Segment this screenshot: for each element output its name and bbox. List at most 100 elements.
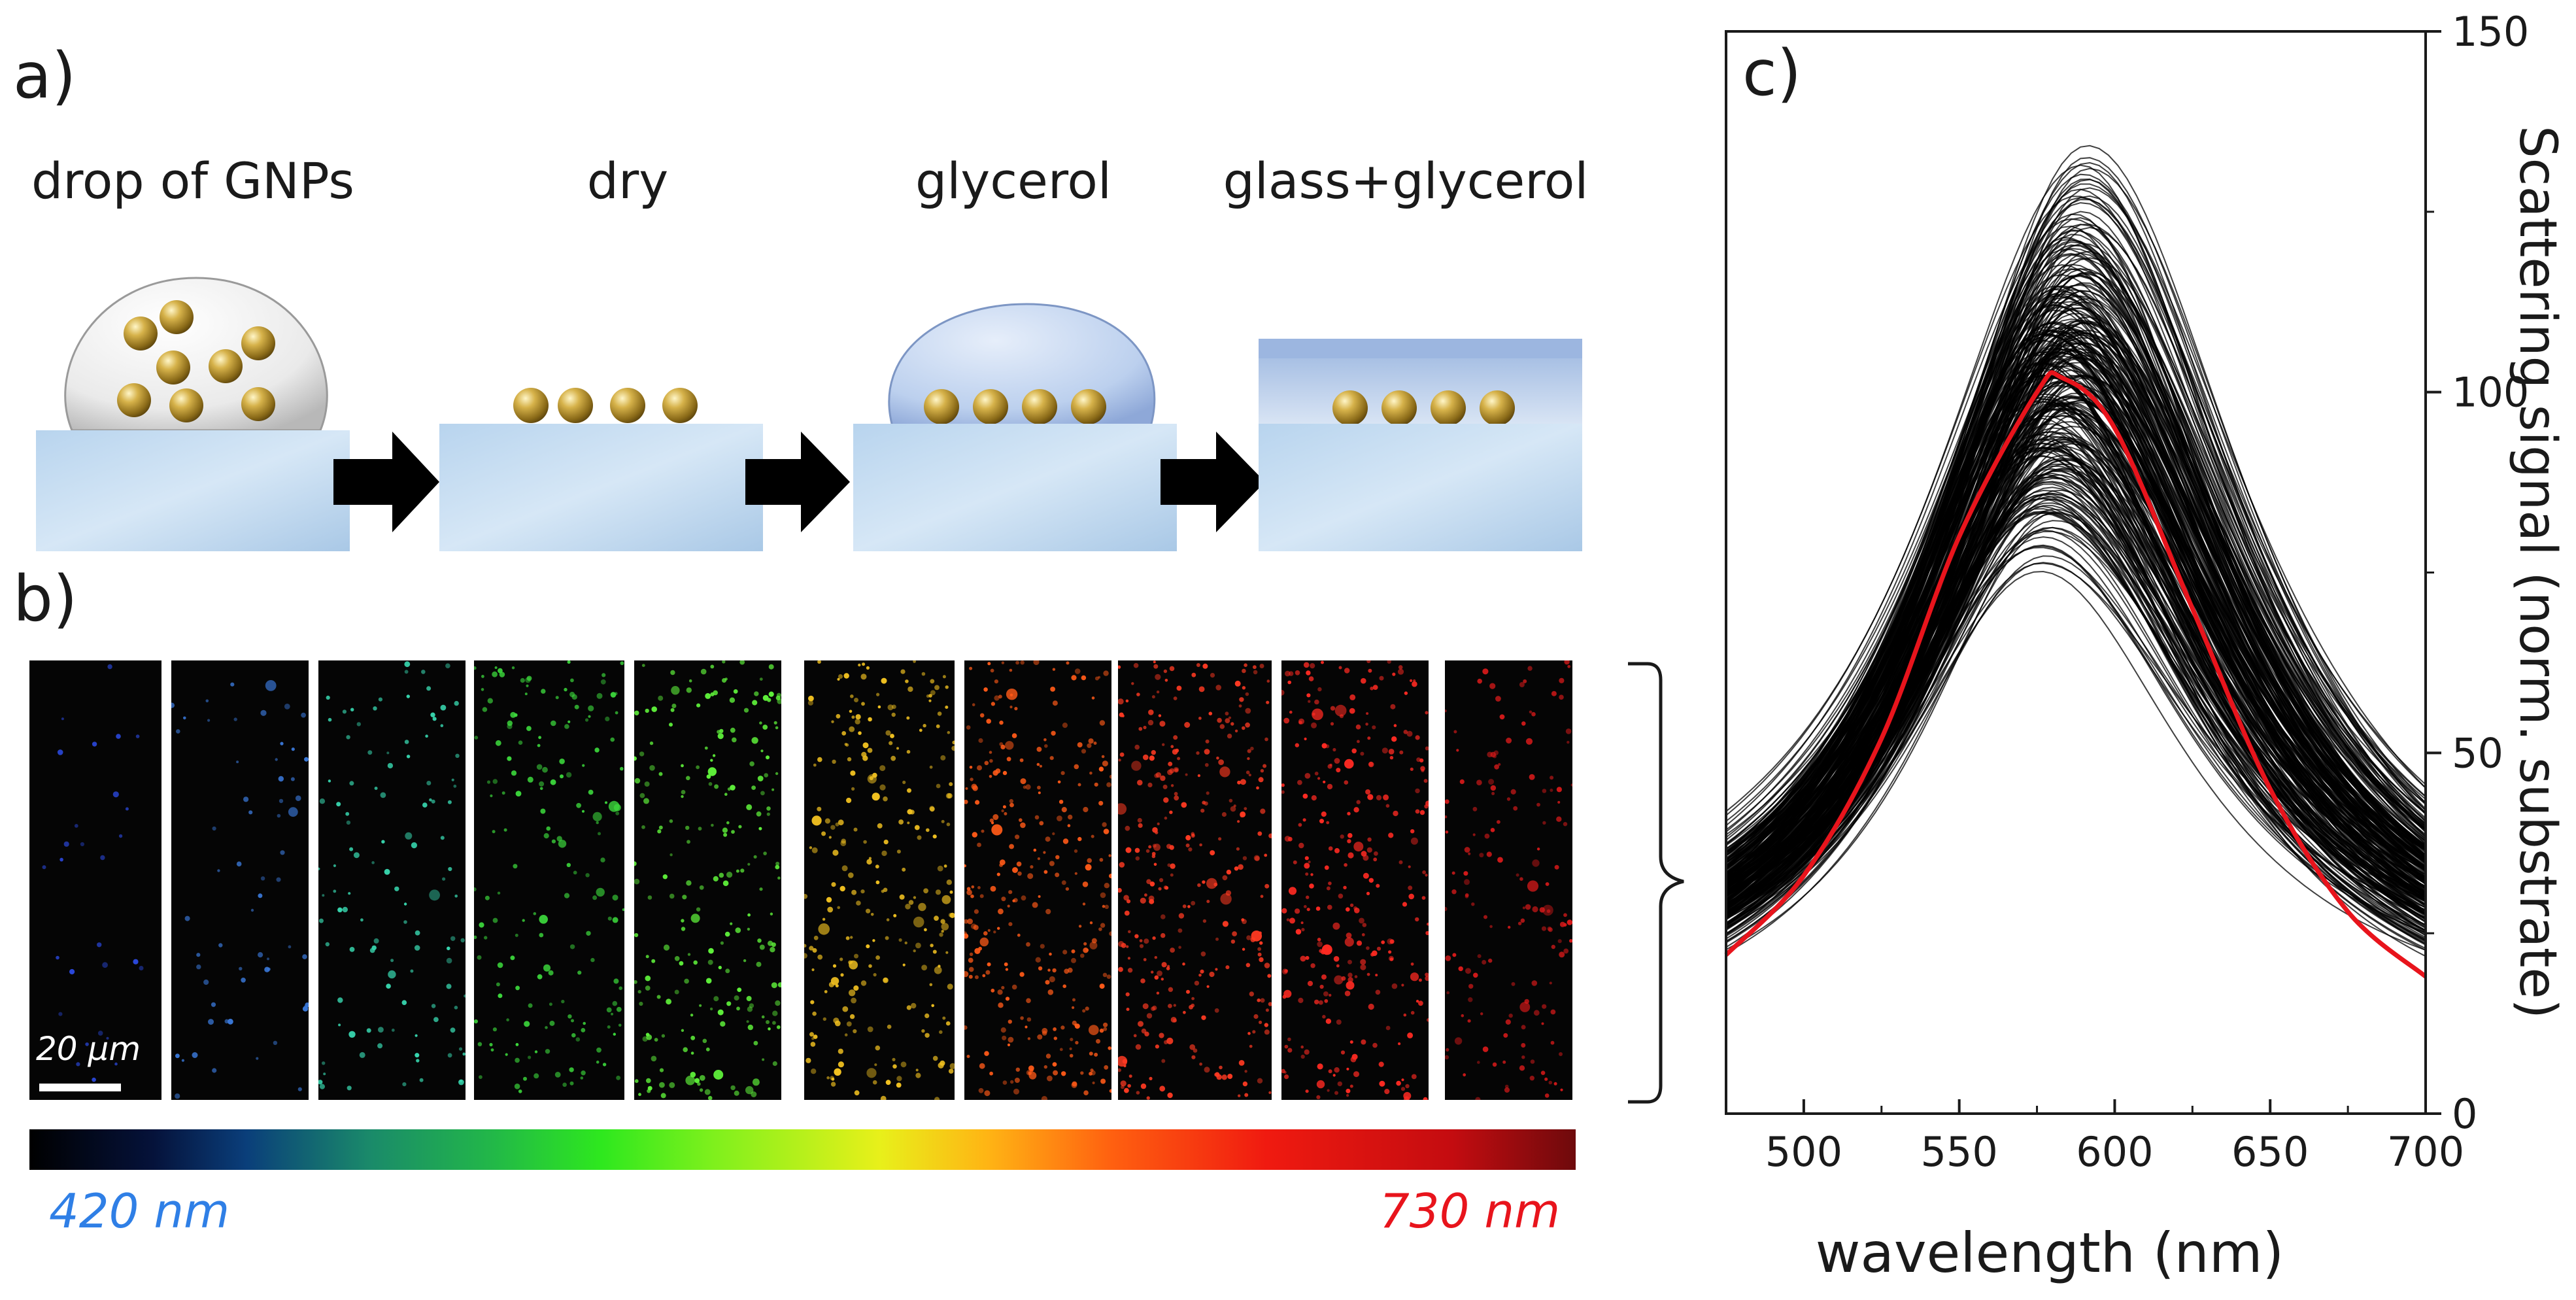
particle-spot <box>518 740 523 745</box>
particle-spot <box>1390 704 1396 710</box>
particle-spot <box>1327 904 1332 910</box>
particle-spot <box>1326 821 1330 825</box>
particle-spot <box>659 1068 664 1072</box>
particle-spot <box>734 995 739 1001</box>
particle-spot <box>1185 835 1191 841</box>
particle-spot <box>1019 972 1025 977</box>
particle-spot <box>848 872 854 878</box>
particle-spot <box>1346 1067 1349 1070</box>
particle-spot <box>1257 952 1262 957</box>
particle-spot <box>548 970 554 976</box>
particle-spot <box>759 944 765 950</box>
particle-spot <box>1045 836 1051 842</box>
particle-spot <box>811 847 818 853</box>
particle-spot <box>562 1082 567 1087</box>
particle-spot <box>1202 880 1206 884</box>
particle-spot <box>1264 963 1270 968</box>
particle-spot <box>1202 663 1208 669</box>
particle-spot <box>892 704 896 710</box>
particle-spot <box>1506 738 1512 744</box>
particle-spot <box>1108 1046 1111 1050</box>
particle-spot <box>817 660 821 664</box>
particle-spot <box>940 919 945 924</box>
particle-spot <box>1151 695 1155 699</box>
particle-spot <box>582 764 585 767</box>
particle-spot <box>1119 752 1125 757</box>
particle-spot <box>1062 949 1068 955</box>
particle-spot <box>1244 807 1247 810</box>
particle-spot <box>989 759 993 763</box>
particle-spot <box>1049 952 1052 956</box>
particle-spot <box>1228 716 1232 719</box>
particle-spot <box>696 907 701 912</box>
particle-spot <box>236 761 239 764</box>
particle-spot <box>1253 1014 1259 1019</box>
particle-spot <box>496 982 500 987</box>
particle-spot <box>1356 940 1363 946</box>
particle-spot <box>1128 1074 1132 1078</box>
particle-spot <box>811 815 822 826</box>
particle-spot <box>717 733 724 740</box>
particle-spot <box>1244 1070 1247 1073</box>
particle-spot <box>1066 661 1070 665</box>
particle-spot <box>839 957 843 961</box>
particle-spot <box>1408 865 1411 868</box>
particle-spot <box>1134 744 1140 750</box>
particle-spot <box>1135 856 1140 861</box>
particle-spot <box>924 1013 930 1018</box>
particle-spot <box>1488 958 1493 963</box>
particle-spot <box>858 731 862 735</box>
particle-spot <box>1138 823 1143 828</box>
particle-spot <box>662 874 668 880</box>
particle-spot <box>768 691 774 697</box>
particle-spot <box>1148 895 1155 902</box>
particle-spot <box>1557 939 1562 944</box>
particle-spot <box>1200 808 1205 813</box>
particle-spot <box>371 945 377 951</box>
particle-spot <box>1167 1092 1173 1099</box>
particle-spot <box>1306 895 1310 899</box>
individual-spectrum <box>1725 508 2426 924</box>
particle-spot <box>337 907 343 913</box>
particle-spot <box>658 695 664 701</box>
particle-spot <box>1065 887 1070 891</box>
particle-spot <box>669 723 673 727</box>
particle-spot <box>568 1014 572 1019</box>
particle-spot <box>885 730 891 736</box>
particle-spot <box>1008 1036 1014 1043</box>
particle-spot <box>1118 941 1125 948</box>
particle-spot <box>1479 853 1484 858</box>
particle-spot <box>915 1069 919 1072</box>
particle-spot <box>833 1018 839 1024</box>
particle-spot <box>700 668 707 675</box>
particle-spot <box>581 1028 586 1033</box>
particle-spot <box>1100 923 1106 928</box>
particle-spot <box>1300 955 1306 962</box>
particle-spot <box>288 945 292 949</box>
particle-spot <box>304 1004 309 1009</box>
particle-spot <box>831 882 836 887</box>
particle-spot <box>590 957 595 963</box>
particle-spot <box>1362 923 1367 927</box>
particle-spot <box>228 1018 233 1025</box>
particle-spot <box>1398 860 1403 864</box>
particle-spot <box>1347 959 1352 965</box>
particle-spot <box>730 727 736 733</box>
particle-spot <box>1146 879 1151 884</box>
particle-spot <box>1089 921 1093 925</box>
particle-spot <box>1199 843 1202 847</box>
particle-spot <box>981 829 985 833</box>
particle-spot <box>1379 676 1384 681</box>
particle-spot <box>1099 720 1106 726</box>
particle-spot <box>1094 676 1099 681</box>
particle-spot <box>1219 766 1230 778</box>
particle-spot <box>1459 779 1465 784</box>
particle-spot <box>264 966 270 972</box>
particle-spot <box>1504 1084 1509 1089</box>
particle-spot <box>751 737 758 744</box>
particle-spot <box>612 895 619 901</box>
particle-spot <box>690 1035 696 1040</box>
particle-spot <box>1328 1069 1332 1074</box>
particle-spot <box>1121 1085 1125 1089</box>
individual-spectra-curves <box>1725 145 2426 957</box>
